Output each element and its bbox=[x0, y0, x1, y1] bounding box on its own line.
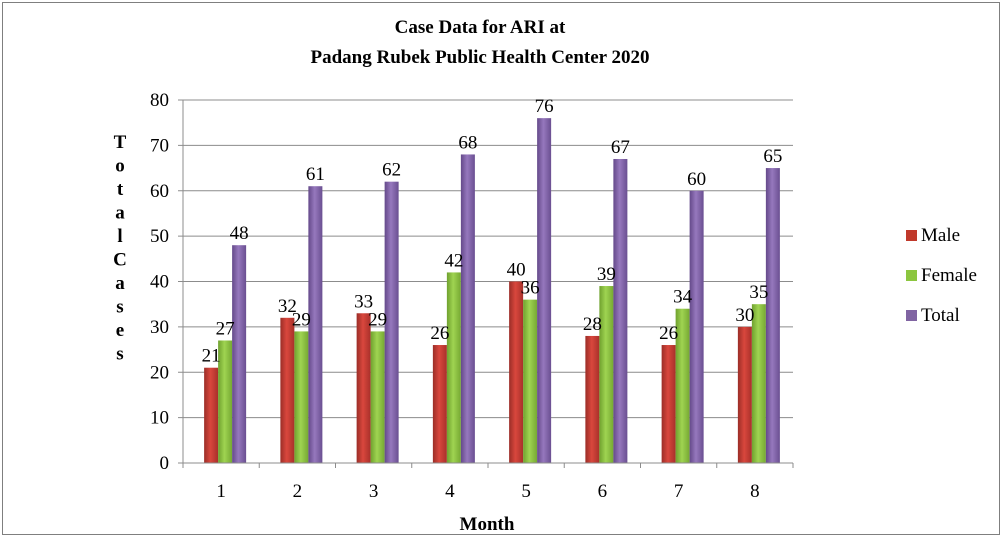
data-label-male: 26 bbox=[430, 323, 449, 344]
bar-total-4 bbox=[460, 154, 475, 463]
x-tick-label: 8 bbox=[750, 481, 760, 502]
data-label-female: 29 bbox=[368, 309, 387, 330]
bar-male-6 bbox=[585, 335, 600, 463]
legend-label-total: Total bbox=[921, 305, 960, 326]
bar-male-5 bbox=[509, 281, 524, 463]
data-label-male: 33 bbox=[354, 291, 373, 312]
y-tick-label: 70 bbox=[150, 135, 169, 156]
y-tick-label: 10 bbox=[150, 408, 169, 429]
data-label-female: 35 bbox=[749, 282, 768, 303]
axes bbox=[178, 99, 794, 468]
bar-male-4 bbox=[432, 345, 447, 463]
bar-male-1 bbox=[204, 367, 219, 463]
y-axis-title-char: l bbox=[117, 226, 122, 247]
x-tick-label: 5 bbox=[521, 481, 531, 502]
y-tick-label: 80 bbox=[150, 90, 169, 111]
data-label-total: 48 bbox=[230, 223, 249, 244]
y-axis-title-char: s bbox=[116, 344, 123, 365]
chart-title-line-1: Case Data for ARI at bbox=[395, 17, 566, 38]
bar-female-7 bbox=[675, 308, 690, 463]
legend-label-female: Female bbox=[921, 265, 977, 286]
data-label-male: 26 bbox=[659, 323, 678, 344]
y-axis-title-char: t bbox=[117, 179, 124, 200]
data-label-total: 76 bbox=[535, 96, 554, 117]
x-tick-label: 1 bbox=[216, 481, 226, 502]
y-tick-label: 20 bbox=[150, 362, 169, 383]
bar-male-7 bbox=[661, 345, 676, 463]
bar-male-8 bbox=[737, 326, 752, 463]
data-label-female: 34 bbox=[673, 287, 693, 308]
y-axis-title-char: o bbox=[115, 156, 125, 177]
bar-total-7 bbox=[689, 190, 704, 463]
bar-total-2 bbox=[308, 186, 323, 463]
bar-total-3 bbox=[384, 181, 399, 464]
legend-swatch-total bbox=[906, 310, 917, 321]
bar-female-1 bbox=[218, 340, 233, 463]
x-tick-label: 7 bbox=[674, 481, 684, 502]
y-axis-title-char: a bbox=[115, 203, 125, 224]
chart-title: Case Data for ARI at Padang Rubek Public… bbox=[310, 17, 649, 68]
y-axis-title-char: C bbox=[113, 250, 127, 271]
data-label-total: 67 bbox=[611, 137, 630, 158]
legend-label-male: Male bbox=[921, 225, 960, 246]
data-label-male: 28 bbox=[583, 314, 602, 335]
data-label-total: 65 bbox=[763, 146, 782, 167]
bar-male-2 bbox=[280, 317, 295, 463]
x-tick-label: 3 bbox=[369, 481, 379, 502]
data-label-total: 61 bbox=[306, 164, 325, 185]
bar-female-3 bbox=[370, 331, 385, 463]
chart-title-line-2: Padang Rubek Public Health Center 2020 bbox=[310, 47, 649, 68]
data-label-total: 62 bbox=[382, 160, 401, 181]
bar-female-8 bbox=[751, 304, 766, 463]
data-label-female: 39 bbox=[597, 264, 616, 285]
x-tick-label: 2 bbox=[293, 481, 303, 502]
y-tick-label: 40 bbox=[150, 272, 169, 293]
bar-female-2 bbox=[294, 331, 309, 463]
data-label-male: 32 bbox=[278, 296, 297, 317]
bar-total-8 bbox=[765, 168, 780, 463]
y-tick-label: 30 bbox=[150, 317, 169, 338]
y-axis-title-char: T bbox=[114, 132, 127, 153]
data-label-female: 36 bbox=[521, 278, 540, 299]
data-label-total: 68 bbox=[458, 132, 477, 153]
x-tick-labels: 1 2 3 4 5 6 7 8 bbox=[216, 481, 759, 502]
bar-female-5 bbox=[523, 299, 538, 463]
y-tick-labels: 0 10 20 30 40 50 60 70 80 bbox=[150, 90, 169, 474]
data-label-female: 42 bbox=[444, 250, 463, 271]
bar-female-4 bbox=[446, 272, 461, 463]
bar-male-3 bbox=[356, 313, 371, 463]
bar-series bbox=[204, 118, 780, 464]
data-labels: 21 32 33 26 40 28 26 30 27 29 29 42 36 39 34 35 48 61 62 68… bbox=[202, 96, 783, 367]
data-label-total: 60 bbox=[687, 169, 706, 190]
x-tick-label: 6 bbox=[598, 481, 608, 502]
legend: Male Female Total bbox=[906, 225, 977, 326]
bar-total-6 bbox=[613, 158, 628, 464]
bar-female-6 bbox=[599, 286, 614, 463]
legend-swatch-male bbox=[906, 230, 917, 241]
bar-total-5 bbox=[537, 118, 552, 464]
y-tick-label: 60 bbox=[150, 181, 169, 202]
y-axis-title-char: s bbox=[116, 297, 123, 318]
data-label-male: 30 bbox=[735, 305, 754, 326]
y-tick-label: 0 bbox=[160, 453, 170, 474]
y-axis-title-char: e bbox=[116, 320, 124, 341]
bar-total-1 bbox=[232, 245, 247, 463]
y-axis-title-char: a bbox=[115, 273, 125, 294]
data-label-male: 40 bbox=[507, 260, 526, 281]
data-label-female: 27 bbox=[216, 318, 235, 339]
x-tick-label: 4 bbox=[445, 481, 455, 502]
legend-swatch-female bbox=[906, 270, 917, 281]
y-tick-label: 50 bbox=[150, 226, 169, 247]
data-label-male: 21 bbox=[202, 346, 221, 367]
data-label-female: 29 bbox=[292, 309, 311, 330]
x-axis-title: Month bbox=[460, 514, 515, 535]
